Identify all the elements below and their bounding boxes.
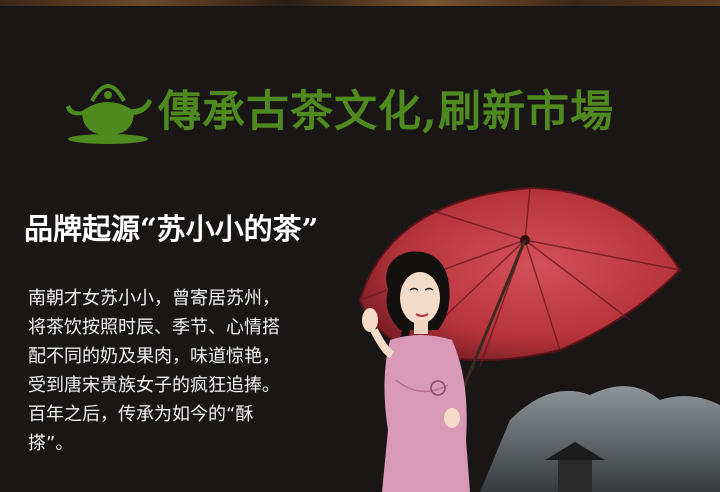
brand-origin-paragraph: 南朝才女苏小小，曾寄居苏州， 将茶饮按照时辰、季节、心情搭 配不同的奶及果肉，味… — [28, 284, 348, 458]
woman-with-umbrella-illustration — [358, 186, 720, 492]
ink-mountain — [480, 386, 720, 492]
section-heading: 品牌起源“苏小小的茶” — [24, 212, 319, 246]
slogan-banner: 傳承古茶文化,刷新市場 — [62, 68, 614, 148]
pavilion-roof — [545, 442, 605, 460]
paragraph-line: 配不同的奶及果肉，味道惊艳， — [28, 346, 280, 367]
paragraph-line: 受到唐宋贵族女子的疯狂追捧。 — [28, 375, 280, 396]
top-decorative-strip — [0, 0, 720, 6]
paragraph-line: 搽”。 — [28, 433, 74, 454]
qipao-dress — [382, 335, 470, 492]
teapot-icon — [66, 84, 152, 144]
slogan-title: 傳承古茶文化,刷新市場 — [158, 87, 614, 137]
paragraph-line: 百年之后，传承为如今的“酥 — [28, 404, 254, 425]
paragraph-line: 南朝才女苏小小，曾寄居苏州， — [28, 288, 280, 309]
woman-hand — [362, 308, 378, 332]
paragraph-line: 将茶饮按照时辰、季节、心情搭 — [28, 317, 280, 338]
woman-face — [400, 272, 440, 324]
